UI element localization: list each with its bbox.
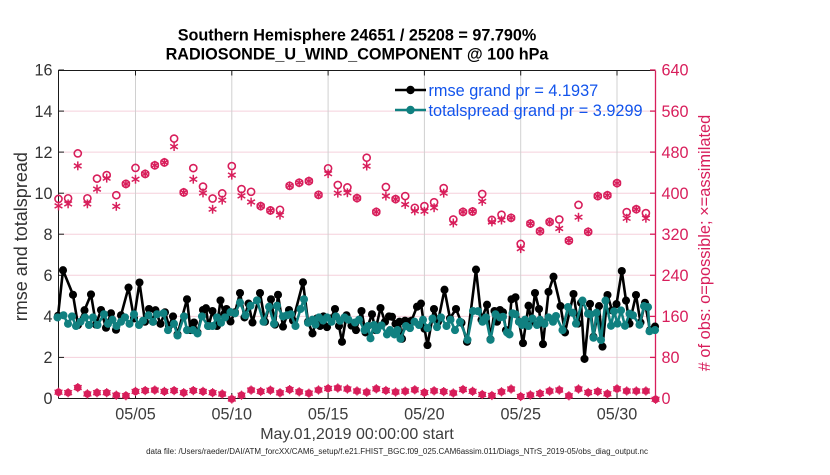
svg-text:12: 12 (34, 144, 52, 162)
svg-text:80: 80 (662, 349, 680, 367)
svg-text:6: 6 (43, 267, 52, 285)
svg-text:05/05: 05/05 (115, 406, 156, 424)
svg-text:rmse and totalspread: rmse and totalspread (11, 152, 31, 321)
svg-text:rmse grand pr = 4.1937: rmse grand pr = 4.1937 (429, 82, 599, 100)
svg-text:16: 16 (34, 62, 52, 80)
svg-text:05/15: 05/15 (308, 406, 349, 424)
svg-text:0: 0 (43, 390, 52, 408)
svg-text:05/20: 05/20 (404, 406, 445, 424)
svg-text:05/10: 05/10 (212, 406, 253, 424)
svg-text:05/30: 05/30 (597, 406, 638, 424)
svg-text:8: 8 (43, 226, 52, 244)
svg-text:560: 560 (662, 103, 689, 121)
svg-text:05/25: 05/25 (500, 406, 541, 424)
svg-text:10: 10 (34, 185, 52, 203)
svg-text:320: 320 (662, 226, 689, 244)
svg-text:14: 14 (34, 103, 52, 121)
svg-text:RADIOSONDE_U_WIND_COMPONENT @: RADIOSONDE_U_WIND_COMPONENT @ 100 hPa (166, 46, 550, 64)
svg-text:640: 640 (662, 62, 689, 80)
svg-text:totalspread grand pr = 3.9299: totalspread grand pr = 3.9299 (429, 102, 643, 120)
svg-text:0: 0 (662, 390, 671, 408)
svg-text:240: 240 (662, 267, 689, 285)
svg-text:Southern Hemisphere 24651 / 25: Southern Hemisphere 24651 / 25208 = 97.7… (178, 27, 537, 45)
svg-text:# of obs: o=possible; ×=assimi: # of obs: o=possible; ×=assimilated (696, 115, 714, 372)
svg-text:160: 160 (662, 308, 689, 326)
svg-text:2: 2 (43, 349, 52, 367)
svg-text:400: 400 (662, 185, 689, 203)
svg-text:4: 4 (43, 308, 52, 326)
svg-text:data file: /Users/raeder/DAI/A: data file: /Users/raeder/DAI/ATM_forcXX/… (146, 447, 648, 456)
svg-text:480: 480 (662, 144, 689, 162)
svg-text:May.01,2019 00:00:00 start: May.01,2019 00:00:00 start (260, 426, 454, 443)
